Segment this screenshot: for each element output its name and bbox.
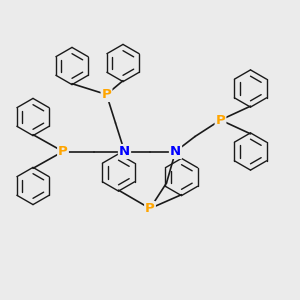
Text: P: P: [145, 202, 155, 215]
Text: P: P: [102, 88, 111, 101]
Text: N: N: [170, 145, 181, 158]
Text: P: P: [216, 113, 225, 127]
Text: N: N: [119, 145, 130, 158]
Text: P: P: [58, 145, 68, 158]
